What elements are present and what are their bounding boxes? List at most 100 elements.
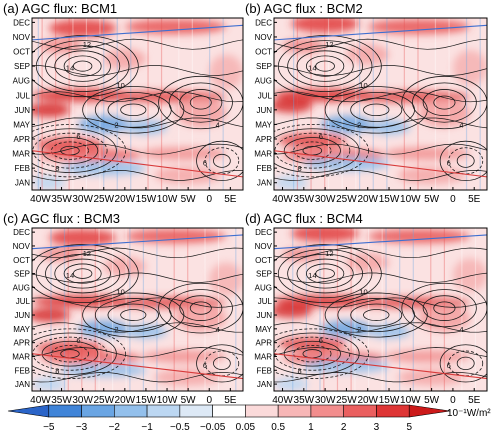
contour-line xyxy=(54,50,111,82)
flux-mark xyxy=(418,98,470,128)
y-tick-label: JAN xyxy=(15,380,30,389)
colorbar-segment xyxy=(310,404,344,418)
y-tick-label: NOV xyxy=(255,33,273,42)
colorbar-tick-label: 5 xyxy=(406,422,412,433)
x-tick-label: 35W xyxy=(51,194,72,205)
x-tick-label: 25W xyxy=(336,194,357,205)
contour-line xyxy=(54,258,111,289)
x-tick-label: 10W xyxy=(400,395,421,406)
contour-line xyxy=(274,132,351,169)
y-tick-label: JAN xyxy=(257,380,272,389)
colorbar-tick-label: 3 xyxy=(374,422,380,433)
flux-mark xyxy=(282,38,326,53)
contour-line xyxy=(277,249,373,299)
contour-label: 6 xyxy=(447,158,451,167)
contour-label: 4 xyxy=(216,325,220,334)
contour-line xyxy=(274,332,360,375)
contour-line xyxy=(72,268,93,279)
flux-mark xyxy=(154,166,222,185)
colorbar-segment xyxy=(343,404,377,418)
flux-mark xyxy=(48,229,117,246)
x-tick-label: 25W xyxy=(93,395,114,406)
colorbar-tick-label: −1 xyxy=(141,422,153,433)
contour-line xyxy=(274,91,487,103)
flux-mark xyxy=(452,258,487,292)
x-tick-label: 15W xyxy=(379,395,400,406)
contour-labels: 12 14 10 2 6 4 8 6 xyxy=(297,40,463,173)
contour-line xyxy=(32,91,243,103)
colorbar-segment xyxy=(146,404,181,418)
contour-labels: 12 14 10 2 6 4 8 6 xyxy=(297,249,463,375)
contour-line xyxy=(448,147,484,175)
trend-line xyxy=(32,234,243,250)
x-tick-label: 10W xyxy=(400,194,421,205)
contour-label: 2 xyxy=(114,325,118,334)
contour-line xyxy=(363,309,390,321)
contour-label: 6 xyxy=(76,132,80,141)
contour-line xyxy=(32,297,243,308)
contour-line xyxy=(433,95,456,110)
x-tick-label: 5E xyxy=(468,194,481,205)
contour-line xyxy=(72,60,93,72)
y-tick-label: OCT xyxy=(255,48,272,57)
flux-mark xyxy=(367,229,470,244)
y-tick-label: JUL xyxy=(258,91,273,100)
contour-labels: 12 14 10 2 6 4 8 6 xyxy=(55,249,220,375)
contour-label: 8 xyxy=(297,366,301,375)
y-tick-label: OCT xyxy=(255,256,272,265)
contour-label: 10 xyxy=(116,81,124,90)
x-tick-label: 5W xyxy=(424,395,440,406)
colorbar-tick-label: 0.5 xyxy=(271,422,285,433)
x-tick-label: 15W xyxy=(136,194,157,205)
flux-mark xyxy=(103,257,146,277)
flux-mark xyxy=(274,377,309,391)
contour-label: 10 xyxy=(359,81,367,90)
trend-line xyxy=(274,150,487,178)
contour-line xyxy=(32,117,243,129)
flux-mark xyxy=(274,175,309,190)
y-tick-label: APR xyxy=(256,135,273,144)
y-tick-label: APR xyxy=(14,135,31,144)
plot-frame xyxy=(273,227,488,392)
contour-label: 4 xyxy=(459,325,463,334)
contour-line xyxy=(82,292,185,338)
x-tick-label: 20W xyxy=(115,395,136,406)
colorbar-segment xyxy=(408,404,451,418)
contour-line xyxy=(32,128,117,173)
contour-line xyxy=(196,140,243,181)
y-tick-label: JUN xyxy=(256,311,272,320)
panel-1: 12 14 10 2 6 4 8 6 (a) AGC flux: BCM1 JAN FEB MAR AP… xyxy=(3,1,244,205)
y-tick-label: FEB xyxy=(256,366,272,375)
y-tick-label: FEB xyxy=(14,164,30,173)
colorbar-segment xyxy=(376,404,410,418)
colorbar-segment xyxy=(114,404,148,418)
flux-mark xyxy=(291,18,360,33)
trend-line xyxy=(274,353,487,380)
flux-mark xyxy=(384,147,470,161)
y-tick-label: FEB xyxy=(256,164,272,173)
y-tick-label: JUL xyxy=(16,91,31,100)
contour-labels: 12 14 10 2 6 4 8 6 xyxy=(55,40,220,173)
y-tick-label: APR xyxy=(14,339,31,348)
y-tick-label: MAY xyxy=(13,325,30,334)
contour-line xyxy=(32,143,243,155)
trend-line xyxy=(32,353,243,380)
x-tick-label: 35W xyxy=(294,395,315,406)
flux-mark xyxy=(320,320,372,338)
contour-line xyxy=(350,97,403,122)
flux-mark xyxy=(367,19,470,35)
x-tick-label: 5W xyxy=(181,194,197,205)
y-tick-label: DEC xyxy=(13,18,30,27)
contour-line xyxy=(274,170,487,181)
contour-line xyxy=(168,289,233,328)
plot-frame xyxy=(273,17,488,191)
y-tick-label: AUG xyxy=(13,283,30,292)
colorbar-tick-label: 2 xyxy=(341,422,347,433)
panel-3: 12 14 10 2 6 4 8 6 (c) AGC flux : BCM3 JAN FEB MAR A… xyxy=(3,211,244,406)
contour-line xyxy=(274,328,369,379)
trend-line xyxy=(32,150,243,178)
x-tick-label: 20W xyxy=(357,395,378,406)
flux-mark xyxy=(78,115,130,134)
contours xyxy=(274,35,487,181)
contour-line xyxy=(296,50,354,82)
